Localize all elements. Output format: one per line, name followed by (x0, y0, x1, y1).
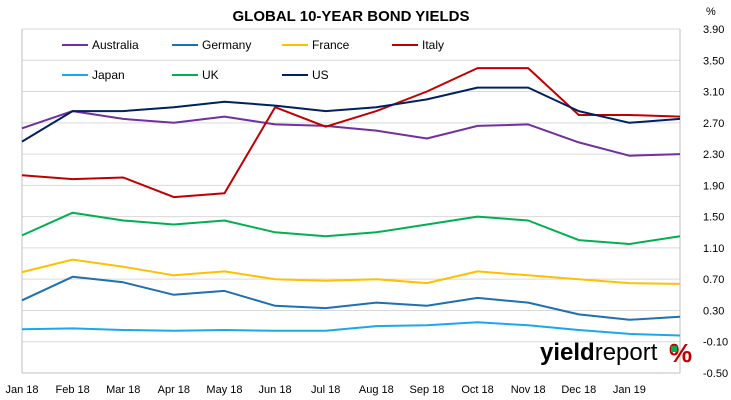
logo-percent-dot-green (671, 346, 677, 352)
x-tick-label: Nov 18 (511, 384, 546, 396)
y-tick-label: -0.10 (703, 337, 728, 349)
legend-label-uk: UK (202, 68, 219, 82)
legend-label-italy: Italy (422, 38, 444, 52)
series-line-germany (21, 275, 681, 321)
y-tick-label: 2.70 (703, 118, 724, 130)
x-tick-label: Mar 18 (106, 384, 140, 396)
y-tick-label: 3.90 (703, 24, 724, 36)
x-tick-label: Jan 18 (5, 384, 38, 396)
y-tick-label: 3.10 (703, 87, 724, 99)
legend-label-australia: Australia (92, 38, 139, 52)
x-tick-label: Oct 18 (461, 384, 493, 396)
series-line-japan (21, 321, 681, 337)
logo-text-report: report (595, 339, 658, 366)
x-tick-label: Apr 18 (158, 384, 190, 396)
legend-label-france: France (312, 38, 350, 52)
svg-text:yieldreport: yieldreport (540, 339, 658, 366)
series-line-australia (21, 110, 681, 157)
y-tick-label: 2.30 (703, 149, 724, 161)
y-tick-label: -0.50 (703, 368, 728, 380)
chart-title: GLOBAL 10-YEAR BOND YIELDS (233, 8, 470, 25)
y-tick-label: 0.30 (703, 305, 724, 317)
x-axis-ticks: Jan 18 Feb 18 Mar 18 Apr 18 May 18 Jun 18 Jul … (5, 384, 645, 396)
y-tick-label: 1.90 (703, 180, 724, 192)
x-tick-label: Aug 18 (359, 384, 394, 396)
y-axis-unit-label: % (706, 6, 716, 18)
series-line-us (21, 86, 681, 143)
logo-text-yield: yield (540, 339, 595, 366)
yieldreport-logo: yieldreport % (540, 338, 692, 368)
x-tick-label: Jun 18 (259, 384, 292, 396)
x-tick-label: Jul 18 (311, 384, 340, 396)
y-tick-label: 1.50 (703, 212, 724, 224)
x-tick-label: Jan 19 (613, 384, 646, 396)
legend-label-japan: Japan (92, 68, 125, 82)
y-tick-label: 0.70 (703, 274, 724, 286)
series-line-italy (21, 67, 681, 199)
gridlines (21, 28, 681, 374)
y-axis-ticks: 3.90 3.50 3.10 2.70 2.30 1.90 1.50 1.10 0.70 0.30… (703, 24, 728, 380)
series-lines (21, 67, 681, 337)
legend-label-germany: Germany (202, 38, 251, 52)
legend: Australia Germany France Italy Japan UK US (62, 38, 444, 82)
x-tick-label: Dec 18 (561, 384, 596, 396)
x-tick-label: May 18 (206, 384, 242, 396)
y-tick-label: 1.10 (703, 243, 724, 255)
y-tick-label: 3.50 (703, 55, 724, 67)
logo-percent: % (669, 338, 692, 368)
legend-label-us: US (312, 68, 329, 82)
series-line-uk (21, 211, 681, 245)
x-tick-label: Sep 18 (409, 384, 444, 396)
x-tick-label: Feb 18 (55, 384, 89, 396)
series-line-france (21, 258, 681, 285)
